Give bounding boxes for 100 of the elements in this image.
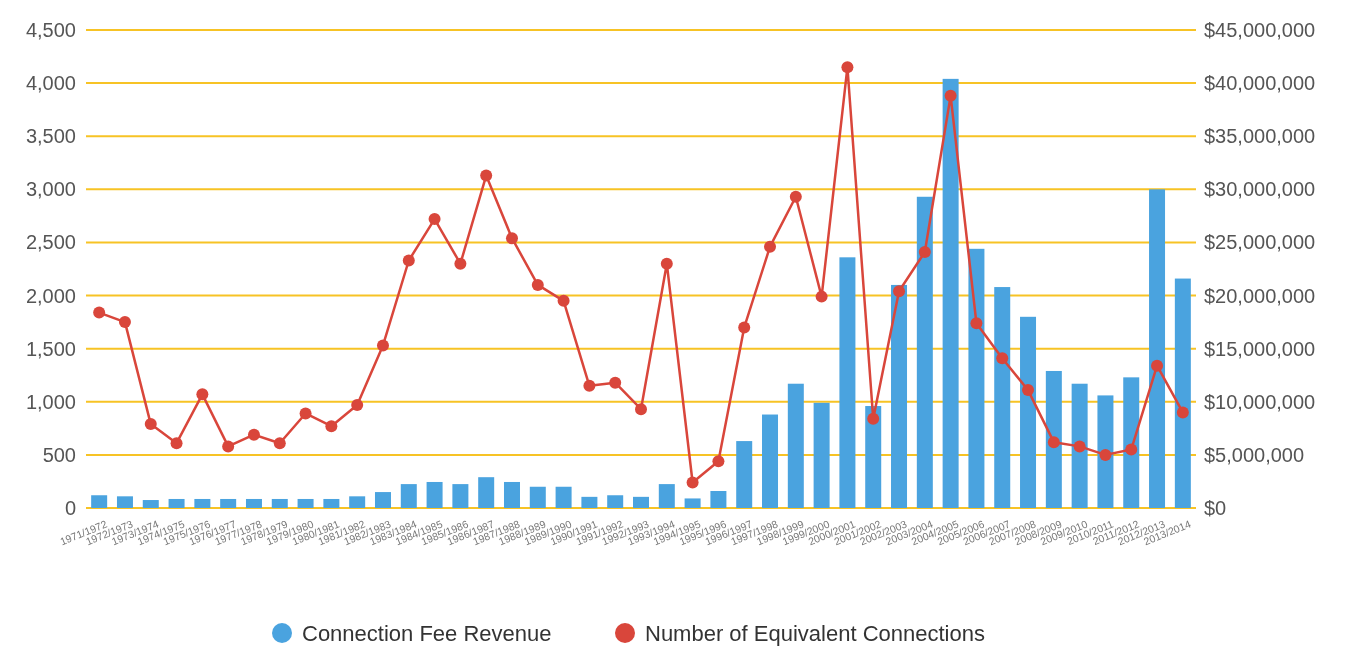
y-tick-label: 1,500 [25,337,76,360]
point [144,418,157,431]
bar [1174,278,1191,508]
point [686,476,699,489]
point [893,285,906,298]
point [376,339,389,352]
point [196,388,209,401]
bar [426,481,443,508]
bar [503,481,520,508]
bar [452,484,469,508]
bar [994,287,1011,508]
y2-tick-label: $45,000,000 [1204,19,1316,41]
bar [245,498,262,508]
point [1022,384,1035,397]
bar [142,500,159,508]
bar [916,196,933,508]
y2-tick-label: $30,000,000 [1204,178,1316,201]
point [118,316,131,329]
bar [400,484,417,508]
legend-label: Connection Fee Revenue [302,620,552,646]
point [557,294,570,307]
y2-tick-label: $40,000,000 [1204,72,1316,95]
point [428,213,441,226]
point [480,169,493,182]
bar [91,495,108,508]
y-tick-label: 4,500 [25,19,76,41]
y-tick-label: 4,000 [25,72,76,95]
bar [1097,395,1114,508]
point [635,403,647,416]
bar [116,496,133,508]
point [531,278,544,291]
point [247,428,260,441]
bar [555,486,572,508]
bar [710,491,727,508]
bar [374,492,391,508]
point [609,376,622,389]
y2-tick-label: $0 [1204,497,1227,519]
point [1176,406,1189,419]
bar [478,477,495,508]
point [1151,359,1164,372]
bar [1149,189,1166,508]
bar [633,496,649,508]
bar [736,441,753,508]
point [660,257,673,270]
y2-tick-label: $5,000,000 [1204,443,1305,466]
bar [607,495,624,508]
bar [942,78,959,508]
bar [813,402,830,508]
bar [271,498,288,508]
point [789,190,802,203]
bar [1020,316,1037,508]
point [273,437,286,450]
point [764,240,777,253]
bar [349,496,366,508]
bar [684,498,701,508]
point [1047,436,1060,449]
point [815,290,828,303]
legend-label: Number of Equivalent Connections [645,620,985,646]
point [299,407,312,420]
point [402,254,415,267]
bar [297,498,314,508]
bar [891,284,908,508]
point [996,352,1009,365]
y-tick-label: 2,000 [25,284,76,307]
bar [581,496,598,508]
bar [1071,383,1088,508]
y2-tick-label: $10,000,000 [1204,390,1316,413]
point [867,412,880,425]
y-tick-label: 3,000 [25,178,76,201]
point [325,420,338,433]
y-tick-label: 2,500 [25,231,76,254]
y2-tick-label: $20,000,000 [1204,284,1316,307]
bar [787,383,804,508]
bar [762,414,779,508]
point [351,398,364,411]
point [583,379,596,392]
point [93,306,106,319]
bar [168,498,185,508]
point [712,455,725,468]
bar [1123,377,1140,508]
point [944,89,957,102]
bar [865,406,882,508]
bar [323,498,340,508]
point [170,437,183,450]
point [970,317,983,330]
bar [1045,370,1062,508]
y2-tick-label: $35,000,000 [1204,125,1316,148]
y-tick-label: 1,000 [25,390,76,413]
point [454,257,467,270]
point [505,232,518,245]
point [1125,443,1138,456]
bar [968,248,985,508]
y-tick-label: 3,500 [25,125,76,148]
bar [529,486,546,508]
point [841,61,854,74]
point [222,440,235,453]
y-tick-label: 500 [42,443,76,466]
point [738,321,751,334]
point [918,246,931,258]
bar [839,257,856,508]
